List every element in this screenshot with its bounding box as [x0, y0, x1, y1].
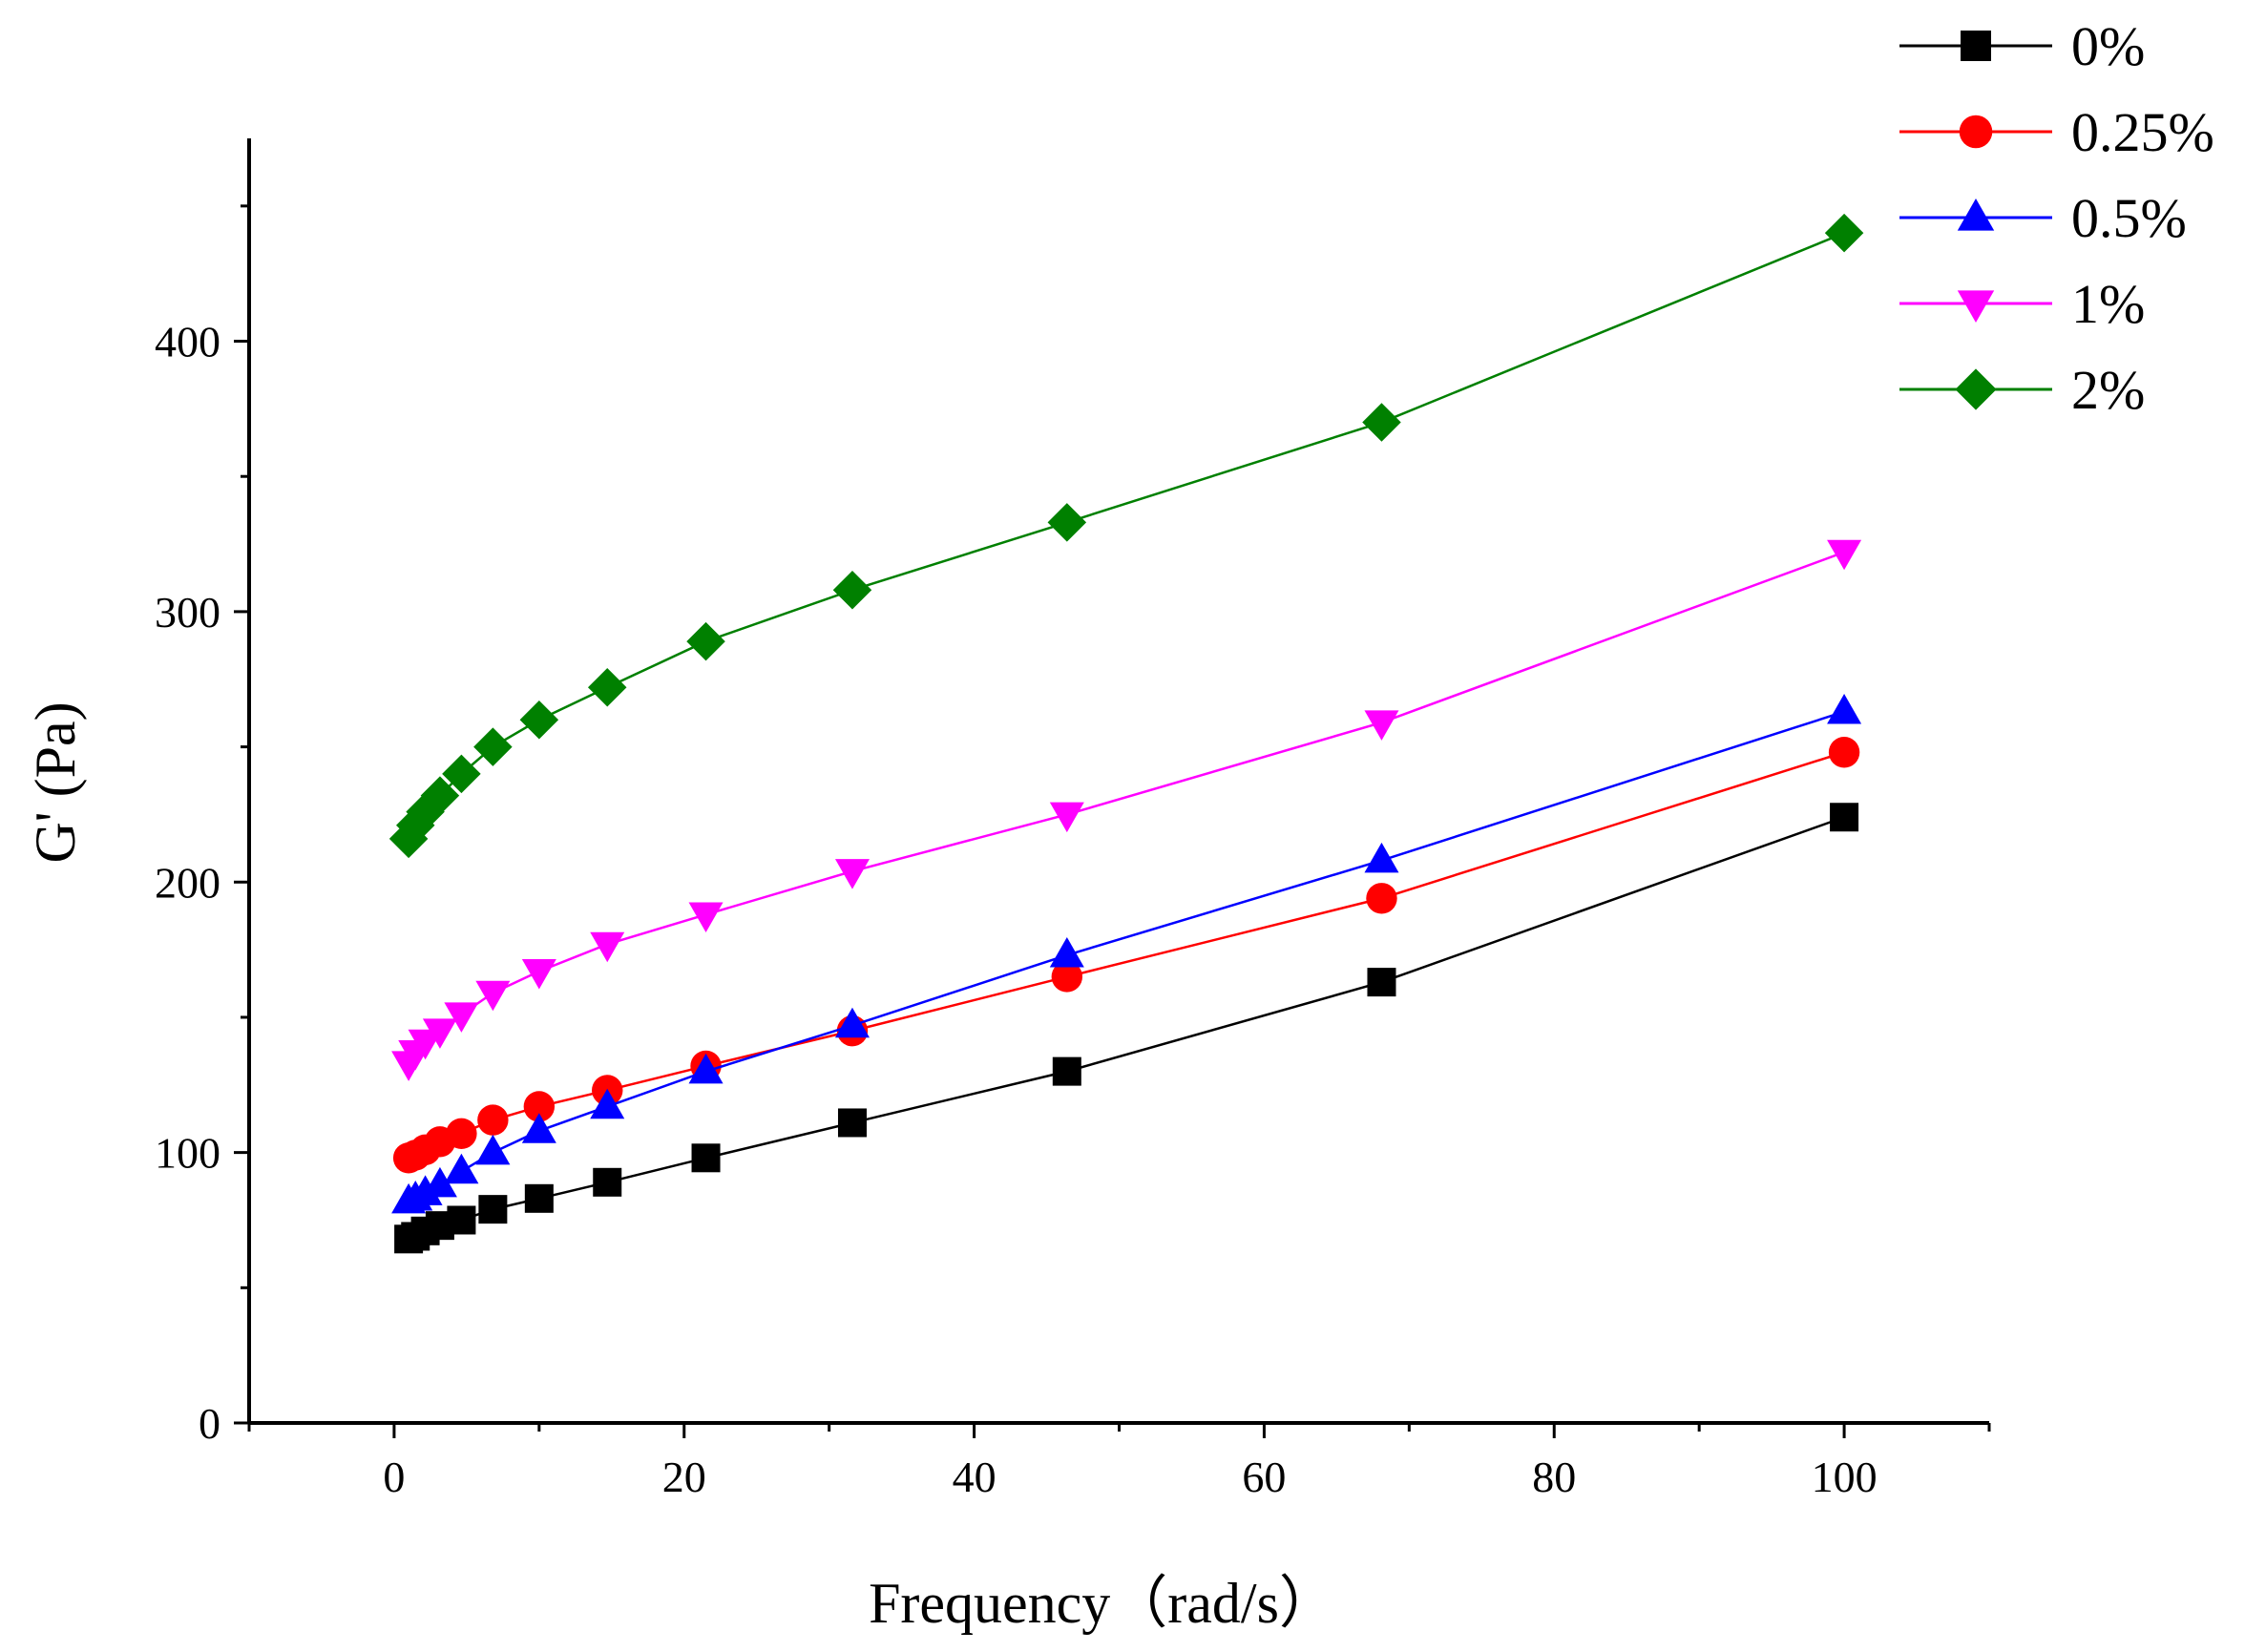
x-tick-label: 20: [662, 1453, 706, 1501]
data-point: [444, 1153, 479, 1184]
data-point: [524, 1183, 554, 1213]
y-tick-label: 0: [199, 1399, 220, 1448]
data-point: [587, 667, 627, 707]
legend-label: 2%: [2071, 359, 2145, 421]
data-point: [832, 570, 872, 610]
series-0: [394, 803, 1859, 1254]
data-point: [1362, 403, 1401, 442]
data-point: [1049, 802, 1084, 833]
legend-item-3: 1%: [1899, 273, 2145, 335]
data-point: [688, 1053, 724, 1084]
series-2: [391, 693, 1862, 1214]
data-point: [523, 1091, 556, 1122]
data-point: [1824, 213, 1864, 253]
legend-marker: [1955, 368, 1997, 410]
data-point: [1364, 842, 1399, 873]
y-tick-label: 400: [155, 318, 220, 366]
data-point: [473, 727, 513, 766]
y-tick-label: 100: [155, 1129, 220, 1178]
data-point: [521, 1113, 556, 1143]
x-tick-label: 60: [1242, 1453, 1286, 1501]
data-point: [834, 1007, 870, 1038]
x-tick-label: 0: [383, 1453, 405, 1501]
data-point: [688, 902, 724, 933]
x-axis-title: Frequency（rad/s）: [869, 1572, 1336, 1635]
legend-item-0: 0%: [1899, 15, 2145, 77]
y-tick-label: 200: [155, 858, 220, 907]
legend-item-2: 0.5%: [1899, 187, 2187, 249]
legend-label: 0.25%: [2071, 101, 2214, 163]
data-point: [420, 776, 460, 815]
data-point: [1051, 961, 1083, 993]
series-line: [408, 751, 1845, 1160]
y-axis-title: G' (Pa): [24, 701, 87, 863]
data-point: [1364, 710, 1399, 741]
data-point: [1830, 803, 1859, 832]
x-tick-label: 40: [953, 1453, 997, 1501]
data-point: [1366, 883, 1397, 914]
legend-label: 0%: [2071, 15, 2145, 77]
data-point: [475, 1134, 511, 1165]
data-point: [691, 1143, 721, 1173]
series-4: [388, 213, 1864, 859]
data-point: [834, 859, 870, 889]
legend-marker: [1961, 31, 1991, 61]
data-point: [1052, 1056, 1081, 1086]
legend-item-1: 0.25%: [1899, 101, 2214, 163]
data-point: [1047, 503, 1087, 542]
data-point: [447, 1205, 476, 1235]
data-point: [590, 931, 625, 963]
data-point: [837, 1108, 867, 1138]
series-line: [408, 710, 1845, 1202]
data-point: [422, 1166, 457, 1198]
series-line: [407, 232, 1845, 840]
data-point: [422, 1018, 457, 1049]
legend-marker: [1957, 199, 1995, 231]
data-point: [590, 1088, 625, 1119]
axes: 0 20 40 60 80 100 0 100 200 300 400: [155, 138, 1991, 1501]
series-line: [408, 551, 1845, 1064]
legend-label: 0.5%: [2071, 187, 2187, 249]
data-point: [1827, 693, 1862, 724]
legend-marker: [1959, 115, 1993, 149]
data-point: [1049, 937, 1084, 968]
data-point: [475, 980, 511, 1012]
data-point: [477, 1104, 509, 1136]
data-point: [686, 621, 725, 661]
data-point: [519, 700, 559, 740]
legend-marker: [1957, 290, 1995, 323]
data-point: [446, 1118, 477, 1149]
data-point: [408, 1175, 443, 1205]
y-tick-label: 300: [155, 588, 220, 637]
series-line: [408, 816, 1845, 1241]
data-point: [521, 959, 556, 990]
series-layer: [388, 213, 1864, 1254]
data-point: [1367, 968, 1396, 997]
data-point: [1828, 737, 1860, 768]
data-point: [444, 1002, 479, 1033]
x-tick-label: 80: [1532, 1453, 1576, 1501]
legend-item-4: 2%: [1899, 359, 2145, 421]
data-point: [478, 1195, 508, 1224]
x-tick-label: 100: [1812, 1453, 1878, 1501]
data-point: [593, 1167, 622, 1197]
series-3: [391, 539, 1862, 1081]
data-point: [442, 754, 481, 794]
data-point: [1827, 539, 1862, 571]
legend: 0% 0.25% 0.5% 1% 2%: [1899, 15, 2214, 421]
legend-label: 1%: [2071, 273, 2145, 335]
